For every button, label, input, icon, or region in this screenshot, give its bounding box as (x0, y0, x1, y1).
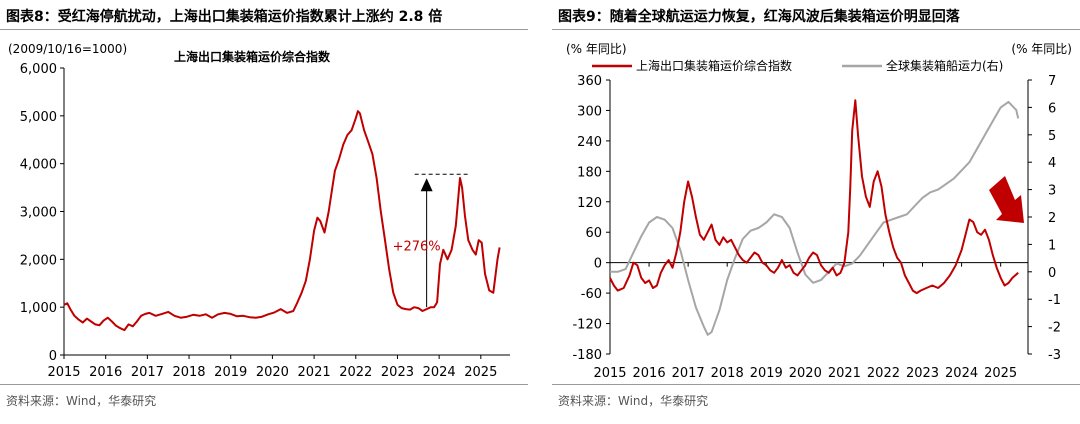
line-chart-freight-index: (2009/10/16=1000) 上海出口集装箱运价综合指数 0 1,000 2,… (8, 42, 510, 380)
x-axis-ticks: 2015 2016 2017 2018 2019 2020 2021 2022 2023 2024… (593, 262, 1028, 381)
y-tick-label: 6,000 (20, 62, 57, 77)
right-y-tick-label: -1 (1048, 293, 1061, 308)
right-y-tick-label: 4 (1048, 156, 1056, 171)
x-tick-label: 2025 (984, 366, 1017, 381)
arrow-up-icon (420, 178, 433, 192)
x-tick-label: 2021 (828, 366, 861, 381)
y-tick-label: 0 (49, 349, 57, 364)
x-tick-label: 2015 (593, 366, 626, 381)
x-tick-label: 2015 (47, 365, 80, 380)
series-line-freight-index (63, 110, 501, 332)
x-tick-label: 2016 (633, 366, 666, 381)
x-tick-label: 2025 (464, 365, 497, 380)
right-axis-note: (% 年同比) (1011, 42, 1072, 56)
left-y-tick-label: 180 (577, 165, 602, 180)
x-tick-label: 2024 (945, 366, 978, 381)
annotation-label: +276% (393, 240, 441, 255)
x-tick-label: 2017 (131, 365, 164, 380)
axis-note: (2009/10/16=1000) (8, 42, 127, 56)
x-tick-label: 2022 (867, 366, 900, 381)
left-y-tick-label: 240 (577, 135, 602, 150)
right-y-tick-label: 5 (1048, 129, 1056, 144)
x-tick-label: 2016 (89, 365, 122, 380)
y-tick-label: 1,000 (20, 301, 57, 316)
source-note: 资料来源：Wind，华泰研究 (558, 394, 709, 408)
left-axis-note: (% 年同比) (566, 42, 627, 56)
right-y-tick-label: -3 (1048, 348, 1061, 363)
y-tick-label: 4,000 (20, 158, 57, 173)
title-divider (0, 29, 528, 30)
y-tick-label: 5,000 (20, 110, 57, 125)
x-tick-label: 2021 (298, 365, 331, 380)
left-y-tick-label: 0 (594, 257, 602, 272)
left-y-tick-label: 300 (577, 104, 602, 119)
chart-title: 上海出口集装箱运价综合指数 (174, 49, 331, 64)
y-tick-label: 2,000 (20, 253, 57, 268)
left-y-tick-label: -120 (572, 318, 602, 333)
x-tick-label: 2019 (750, 366, 783, 381)
x-axis-ticks: 2015 2016 2017 2018 2019 2020 2021 2022 2023 2024… (47, 354, 510, 380)
right-y-tick-label: 1 (1048, 238, 1056, 253)
dual-axis-line-chart-yoy: (% 年同比) (% 年同比) 上海出口集装箱运价综合指数 全球集装箱船运力(右… (566, 42, 1072, 381)
title-divider (552, 29, 1080, 30)
x-tick-label: 2020 (789, 366, 822, 381)
arrow-down-right-icon (989, 176, 1024, 223)
source-divider (0, 384, 528, 385)
right-y-tick-label: 2 (1048, 211, 1056, 226)
y-axis-ticks: 0 1,000 2,000 3,000 4,000 5,000 6,000 (20, 62, 65, 364)
x-tick-label: 2023 (906, 366, 939, 381)
series-line-fleet-capacity (610, 100, 1020, 336)
right-y-tick-label: 7 (1048, 74, 1056, 89)
x-tick-label: 2017 (672, 366, 705, 381)
legend: 上海出口集装箱运价综合指数 全球集装箱船运力(右) (592, 58, 1003, 73)
chart-panel-left: 图表8：受红海停航扰动，上海出口集装箱运价指数累计上涨约 2.8 倍 (2009… (0, 0, 528, 424)
figure-title: 图表9：随着全球航运运力恢复，红海风波后集装箱运价明显回落 (558, 9, 960, 25)
right-y-tick-label: 3 (1048, 184, 1056, 199)
legend-label-fleet-capacity: 全球集装箱船运力(右) (886, 58, 1003, 73)
left-y-tick-label: 60 (585, 226, 602, 241)
x-tick-label: 2018 (711, 366, 744, 381)
x-tick-label: 2019 (214, 365, 247, 380)
x-tick-label: 2018 (172, 365, 205, 380)
right-y-tick-label: 6 (1048, 101, 1056, 116)
left-y-axis-ticks: -180 -120 -60 0 60 120 180 240 300 360 (572, 74, 611, 363)
right-y-tick-label: -2 (1048, 321, 1061, 336)
figure-title: 图表8：受红海停航扰动，上海出口集装箱运价指数累计上涨约 2.8 倍 (6, 9, 443, 25)
legend-label-freight-index: 上海出口集装箱运价综合指数 (636, 58, 792, 73)
increase-annotation: +276% (393, 173, 469, 308)
x-tick-label: 2023 (381, 365, 414, 380)
right-y-axis-ticks: -3 -2 -1 0 1 2 3 4 5 6 7 (1027, 74, 1061, 363)
x-tick-label: 2022 (339, 365, 372, 380)
chart-panel-right: 图表9：随着全球航运运力恢复，红海风波后集装箱运价明显回落 (% 年同比) (%… (552, 0, 1080, 424)
left-y-tick-label: -60 (581, 287, 602, 302)
left-y-tick-label: 360 (577, 74, 602, 89)
x-tick-label: 2024 (423, 365, 456, 380)
source-note: 资料来源：Wind，华泰研究 (6, 394, 157, 408)
x-tick-label: 2020 (256, 365, 289, 380)
y-tick-label: 3,000 (20, 206, 57, 221)
series-line-freight-index-yoy (609, 99, 1019, 295)
left-y-tick-label: -180 (572, 348, 602, 363)
left-y-tick-label: 120 (577, 196, 602, 211)
source-divider (552, 384, 1080, 385)
right-y-tick-label: 0 (1048, 266, 1056, 281)
